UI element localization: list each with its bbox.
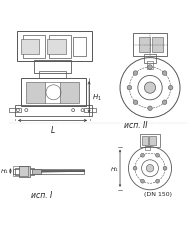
Bar: [144, 55, 156, 64]
Bar: [15, 105, 92, 116]
Bar: [152, 38, 163, 53]
Bar: [73, 38, 86, 56]
Bar: [13, 167, 28, 176]
Bar: [149, 137, 156, 145]
Circle shape: [146, 165, 154, 172]
Circle shape: [156, 180, 159, 183]
Text: $H_1$: $H_1$: [0, 167, 9, 176]
Bar: [21, 40, 39, 55]
Bar: [13, 169, 84, 174]
Circle shape: [127, 86, 132, 90]
Circle shape: [168, 86, 173, 90]
Bar: [23, 36, 45, 58]
Text: L: L: [51, 125, 55, 134]
Text: исп. I: исп. I: [31, 190, 52, 199]
Circle shape: [163, 167, 167, 170]
Circle shape: [156, 154, 159, 158]
Bar: [145, 147, 150, 151]
Circle shape: [162, 101, 167, 105]
Bar: [60, 83, 79, 103]
Circle shape: [148, 106, 152, 111]
Bar: [139, 38, 150, 53]
Bar: [39, 72, 66, 79]
Bar: [21, 79, 86, 107]
Circle shape: [148, 65, 152, 70]
Text: (DN 150): (DN 150): [144, 191, 172, 196]
Circle shape: [133, 101, 138, 105]
Bar: [17, 32, 92, 62]
Bar: [133, 34, 167, 56]
Bar: [19, 167, 30, 177]
Text: исп. II: исп. II: [124, 120, 147, 129]
Circle shape: [133, 167, 137, 170]
Bar: [9, 109, 21, 112]
Bar: [32, 169, 41, 174]
Circle shape: [144, 83, 156, 94]
Text: $H_1$: $H_1$: [110, 164, 119, 173]
Bar: [147, 62, 153, 70]
Bar: [34, 60, 71, 73]
Bar: [15, 169, 34, 175]
Bar: [47, 40, 66, 55]
Circle shape: [162, 72, 167, 76]
Bar: [49, 36, 71, 58]
Bar: [84, 109, 96, 112]
Circle shape: [141, 180, 144, 183]
Bar: [142, 137, 148, 145]
Bar: [140, 135, 160, 147]
Text: $H_1$: $H_1$: [92, 92, 102, 103]
Circle shape: [141, 154, 144, 158]
Circle shape: [133, 72, 138, 76]
Bar: [26, 83, 45, 103]
